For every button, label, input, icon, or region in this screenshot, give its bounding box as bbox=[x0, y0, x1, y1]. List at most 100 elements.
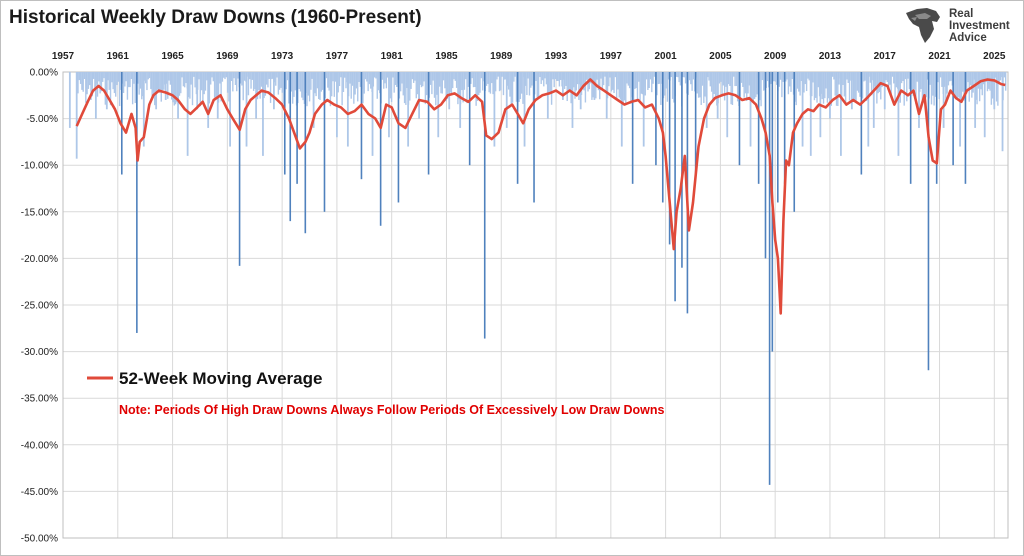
weekly-drawdown-texture-bar bbox=[190, 72, 192, 85]
weekly-drawdown-texture-bar bbox=[452, 72, 454, 89]
weekly-drawdown-texture-bar bbox=[351, 72, 354, 86]
weekly-drawdown-texture-bar bbox=[160, 72, 162, 102]
weekly-drawdown-texture-bar bbox=[329, 72, 332, 107]
weekly-drawdown-texture-bar bbox=[311, 72, 313, 79]
weekly-drawdown-texture-bar bbox=[108, 72, 110, 90]
weekly-drawdown-texture-bar bbox=[635, 72, 637, 89]
weekly-drawdown-bar bbox=[738, 72, 741, 166]
weekly-drawdown-bar bbox=[75, 72, 78, 159]
weekly-drawdown-texture-bar bbox=[916, 72, 918, 82]
weekly-drawdown-texture-bar bbox=[881, 72, 883, 88]
weekly-drawdown-texture-bar bbox=[401, 72, 403, 84]
weekly-drawdown-texture-bar bbox=[89, 72, 91, 86]
weekly-drawdown-bar bbox=[216, 72, 219, 119]
weekly-drawdown-texture-bar bbox=[100, 72, 103, 92]
weekly-drawdown-texture-bar bbox=[487, 72, 489, 84]
weekly-drawdown-texture-bar bbox=[666, 72, 669, 102]
weekly-drawdown-texture-bar bbox=[878, 72, 881, 93]
weekly-drawdown-texture-bar bbox=[288, 72, 290, 104]
weekly-drawdown-bar bbox=[749, 72, 752, 147]
weekly-drawdown-texture-bar bbox=[77, 72, 79, 94]
weekly-drawdown-bar bbox=[94, 72, 97, 119]
weekly-drawdown-texture-bar bbox=[280, 72, 282, 88]
weekly-drawdown-texture-bar bbox=[710, 72, 713, 92]
weekly-drawdown-texture-bar bbox=[306, 72, 308, 107]
weekly-drawdown-texture-bar bbox=[826, 72, 829, 103]
weekly-drawdown-texture-bar bbox=[752, 72, 754, 102]
weekly-drawdown-texture-bar bbox=[315, 72, 317, 97]
weekly-drawdown-texture-bar bbox=[679, 72, 682, 86]
weekly-drawdown-texture-bar bbox=[470, 72, 472, 84]
weekly-drawdown-texture-bar bbox=[634, 72, 636, 90]
weekly-drawdown-texture-bar bbox=[890, 72, 892, 95]
weekly-drawdown-texture-bar bbox=[278, 72, 281, 90]
weekly-drawdown-texture-bar bbox=[286, 72, 289, 81]
weekly-drawdown-texture-bar bbox=[976, 72, 978, 105]
weekly-drawdown-texture-bar bbox=[920, 72, 922, 89]
weekly-drawdown-texture-bar bbox=[544, 72, 546, 79]
weekly-drawdown-texture-bar bbox=[610, 72, 613, 92]
weekly-drawdown-texture-bar bbox=[126, 72, 129, 100]
weekly-drawdown-texture-bar bbox=[817, 72, 820, 88]
weekly-drawdown-texture-bar bbox=[377, 72, 380, 91]
weekly-drawdown-texture-bar bbox=[409, 72, 411, 101]
weekly-drawdown-bar bbox=[437, 72, 440, 138]
weekly-drawdown-bar bbox=[196, 72, 199, 110]
weekly-drawdown-texture-bar bbox=[394, 72, 397, 85]
weekly-drawdown-texture-bar bbox=[904, 72, 907, 80]
weekly-drawdown-texture-bar bbox=[376, 72, 378, 99]
weekly-drawdown-texture-bar bbox=[636, 72, 639, 101]
weekly-drawdown-texture-bar bbox=[991, 72, 994, 99]
weekly-drawdown-texture-bar bbox=[796, 72, 799, 89]
weekly-drawdown-texture-bar bbox=[319, 72, 321, 100]
weekly-drawdown-texture-bar bbox=[549, 72, 551, 93]
weekly-drawdown-texture-bar bbox=[805, 72, 808, 92]
weekly-drawdown-bar bbox=[918, 72, 920, 128]
weekly-drawdown-texture-bar bbox=[340, 72, 342, 78]
weekly-drawdown-texture-bar bbox=[527, 72, 529, 79]
weekly-drawdown-bar bbox=[346, 72, 349, 147]
x-tick-label: 1981 bbox=[381, 51, 404, 62]
weekly-drawdown-texture-bar bbox=[541, 72, 544, 81]
weekly-drawdown-texture-bar bbox=[524, 72, 527, 86]
weekly-drawdown-texture-bar bbox=[281, 72, 283, 93]
y-tick-label: -5.00% bbox=[26, 114, 58, 125]
weekly-drawdown-texture-bar bbox=[96, 72, 99, 97]
weekly-drawdown-texture-bar bbox=[602, 72, 605, 86]
weekly-drawdown-texture-bar bbox=[708, 72, 710, 81]
weekly-drawdown-texture-bar bbox=[367, 72, 369, 92]
weekly-drawdown-texture-bar bbox=[514, 72, 516, 77]
weekly-drawdown-texture-bar bbox=[848, 72, 851, 101]
weekly-drawdown-texture-bar bbox=[406, 72, 408, 89]
weekly-drawdown-texture-bar bbox=[744, 72, 747, 94]
weekly-drawdown-texture-bar bbox=[782, 72, 784, 82]
weekly-drawdown-texture-bar bbox=[608, 72, 610, 87]
weekly-drawdown-texture-bar bbox=[604, 72, 606, 77]
weekly-drawdown-texture-bar bbox=[194, 72, 196, 88]
weekly-drawdown-texture-bar bbox=[491, 72, 493, 84]
weekly-drawdown-texture-bar bbox=[691, 72, 693, 91]
weekly-drawdown-texture-bar bbox=[630, 72, 632, 104]
weekly-drawdown-texture-bar bbox=[982, 72, 985, 85]
weekly-drawdown-texture-bar bbox=[220, 72, 222, 102]
weekly-drawdown-texture-bar bbox=[103, 72, 105, 79]
weekly-drawdown-texture-bar bbox=[617, 72, 619, 90]
weekly-drawdown-texture-bar bbox=[91, 72, 94, 97]
weekly-drawdown-texture-bar bbox=[147, 72, 149, 80]
weekly-drawdown-texture-bar bbox=[185, 72, 187, 84]
weekly-drawdown-texture-bar bbox=[869, 72, 872, 83]
weekly-drawdown-texture-bar bbox=[977, 72, 980, 89]
weekly-drawdown-texture-bar bbox=[660, 72, 662, 105]
weekly-drawdown-texture-bar bbox=[444, 72, 446, 89]
weekly-drawdown-bar bbox=[459, 72, 462, 128]
weekly-drawdown-bar bbox=[304, 72, 307, 234]
weekly-drawdown-texture-bar bbox=[362, 72, 364, 104]
weekly-drawdown-texture-bar bbox=[830, 72, 833, 106]
weekly-drawdown-texture-bar bbox=[627, 72, 630, 86]
weekly-drawdown-bar bbox=[68, 72, 71, 128]
weekly-drawdown-texture-bar bbox=[81, 72, 83, 90]
weekly-drawdown-texture-bar bbox=[652, 72, 654, 84]
weekly-drawdown-texture-bar bbox=[645, 72, 648, 80]
weekly-drawdown-bar bbox=[142, 72, 145, 147]
x-tick-label: 1965 bbox=[161, 51, 184, 62]
